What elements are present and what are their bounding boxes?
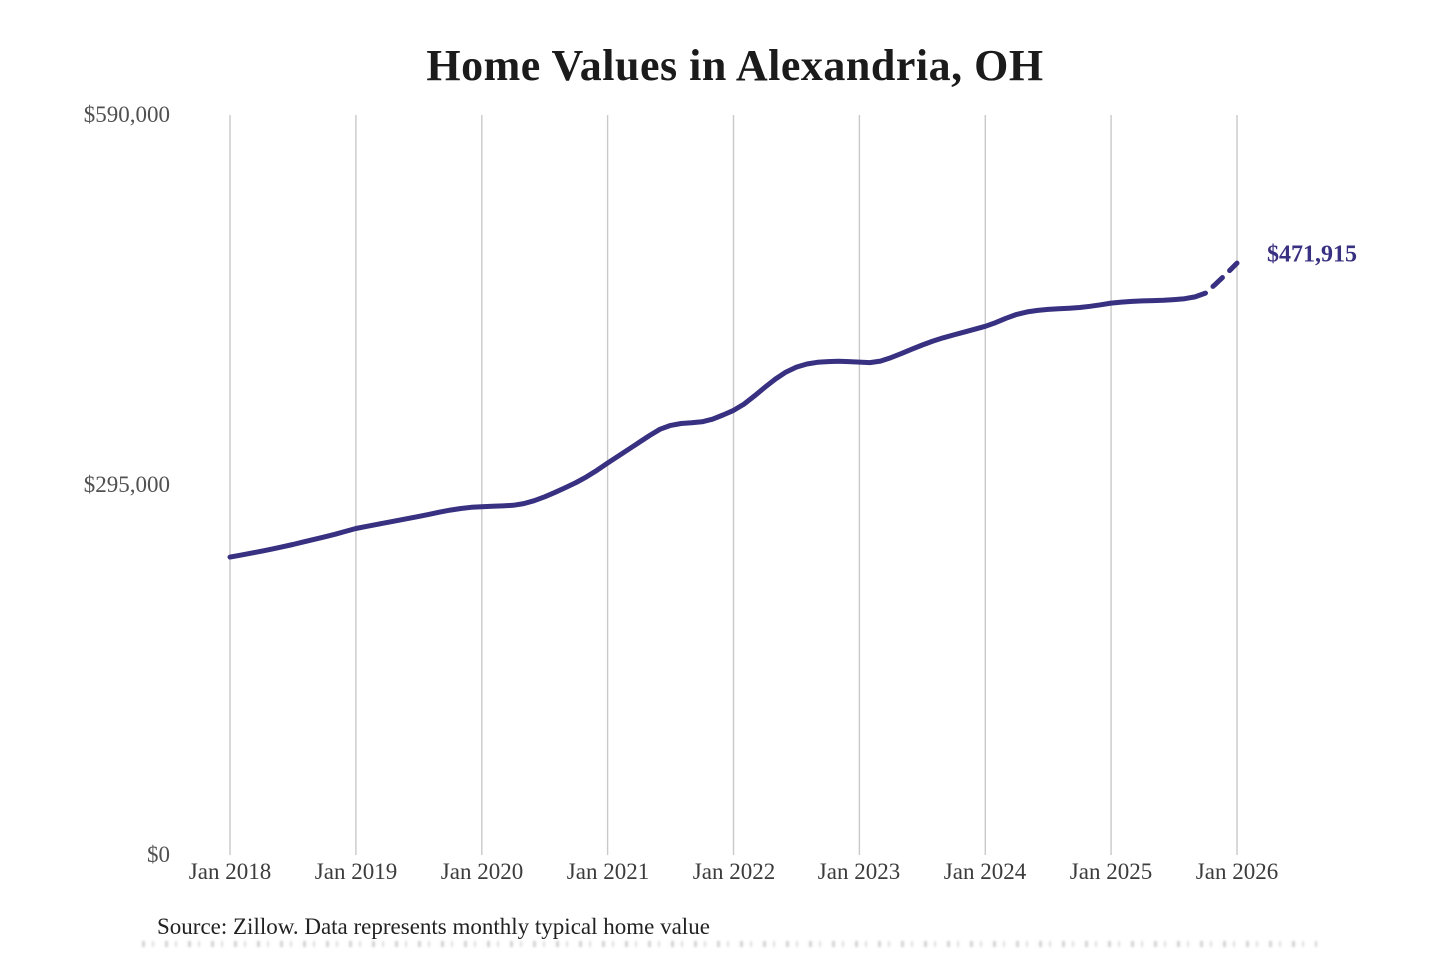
y-tick-label: $295,000 — [83, 472, 170, 497]
cropped-text-edge — [142, 941, 1317, 947]
latest-value-label: $471,915 — [1267, 241, 1357, 268]
series-dashed — [1203, 260, 1240, 296]
source-note: Source: Zillow. Data represents monthly … — [157, 914, 710, 939]
x-tick-label: Jan 2019 — [314, 859, 398, 884]
x-tick-label: Jan 2020 — [440, 859, 524, 884]
gridlines — [229, 115, 1238, 855]
x-tick-label: Jan 2018 — [188, 859, 272, 884]
x-tick-label: Jan 2021 — [566, 859, 650, 884]
x-tick-label: Jan 2026 — [1195, 859, 1279, 884]
x-tick-label: Jan 2022 — [692, 859, 776, 884]
series-solid — [227, 290, 1208, 560]
x-tick-label: Jan 2023 — [817, 859, 901, 884]
y-tick-label: $590,000 — [83, 102, 170, 127]
x-tick-label: Jan 2025 — [1069, 859, 1153, 884]
y-tick-label: $0 — [147, 842, 170, 867]
chart-title: Home Values in Alexandria, OH — [426, 41, 1044, 90]
series-lines — [227, 260, 1240, 560]
x-tick-label: Jan 2024 — [943, 859, 1027, 884]
